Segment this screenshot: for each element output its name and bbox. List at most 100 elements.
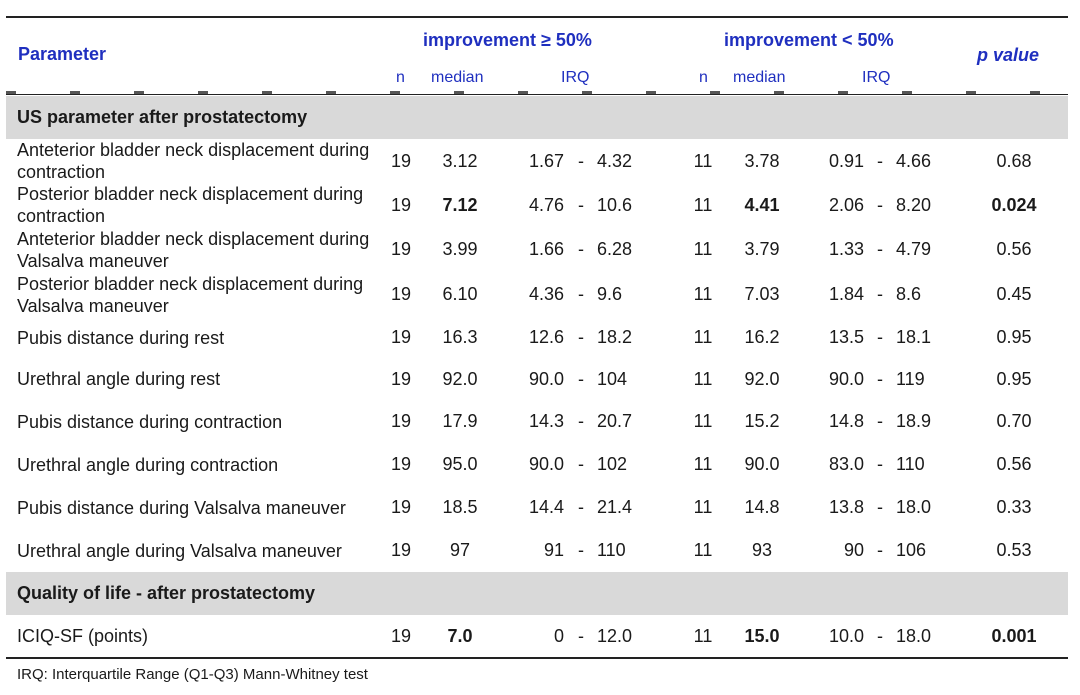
table-row: Posterior bladder neck displacement duri…: [6, 272, 1068, 317]
table-row: Posterior bladder neck displacement duri…: [6, 183, 1068, 227]
header-parameter: Parameter: [18, 44, 107, 64]
param-label: ICIQ-SF (points): [17, 626, 149, 646]
n-high: 19: [390, 625, 412, 646]
table-row: Urethral angle during rest 19 92.0 90.0-104…: [6, 358, 1068, 400]
n-high: 19: [390, 454, 412, 474]
section-header-qol: Quality of life - after prostatectomy: [6, 572, 1068, 615]
irq-separator-low: -: [877, 150, 883, 171]
irq-high-low: 4.66: [896, 150, 932, 171]
irq-low-high: 4.36: [528, 284, 564, 304]
p-value: 0.68: [996, 150, 1032, 171]
param-label: Pubis distance during rest: [17, 327, 225, 348]
irq-low-low: 90: [843, 540, 864, 560]
median-low: 3.78: [744, 150, 780, 171]
header-group-improvement-high: improvement ≥ 50%: [423, 30, 592, 50]
irq-high-high: 102: [597, 454, 628, 474]
irq-low-low: 2.06: [828, 194, 864, 215]
param-label: Posterior bladder neck displacement duri…: [17, 184, 364, 226]
irq-separator-low: -: [877, 368, 883, 389]
n-low: 11: [693, 284, 713, 304]
median-low: 3.79: [744, 239, 780, 259]
irq-high-high: 4.32: [597, 150, 633, 171]
irq-low-low: 1.84: [828, 284, 864, 304]
irq-separator-low: -: [877, 411, 883, 431]
irq-high-low: 18.1: [896, 327, 932, 347]
p-value: 0.95: [996, 327, 1032, 347]
irq-low-high: 14.3: [528, 411, 564, 431]
p-value: 0.001: [991, 625, 1037, 646]
n-high: 19: [390, 411, 412, 431]
median-low: 14.8: [744, 497, 780, 517]
irq-high-low: 18.0: [896, 625, 932, 646]
irq-high-low: 8.6: [896, 284, 922, 304]
irq-low-high: 1.66: [528, 239, 564, 259]
param-label: Urethral angle during contraction: [17, 454, 279, 475]
irq-separator-high: -: [578, 368, 584, 389]
irq-separator-low: -: [877, 540, 883, 560]
irq-low-high: 14.4: [528, 497, 564, 517]
param-label: Anteterior bladder neck displacement dur…: [17, 140, 370, 182]
irq-high-high: 12.0: [597, 625, 633, 646]
subheader-median-2: median: [733, 69, 786, 86]
irq-low-low: 13.8: [828, 497, 864, 517]
irq-low-low: 10.0: [828, 625, 864, 646]
median-high: 92.0: [442, 368, 478, 389]
irq-separator-low: -: [877, 454, 883, 474]
irq-high-low: 110: [896, 454, 925, 474]
subheader-n-1: n: [396, 69, 405, 86]
param-label: Urethral angle during Valsalva maneuver: [17, 540, 342, 561]
n-low: 11: [693, 194, 713, 215]
p-value: 0.95: [996, 368, 1032, 389]
p-value: 0.53: [996, 540, 1032, 560]
irq-high-high: 18.2: [597, 327, 633, 347]
p-value: 0.56: [996, 454, 1032, 474]
n-low: 11: [693, 411, 713, 431]
irq-high-high: 104: [597, 368, 628, 389]
median-low: 92.0: [744, 368, 780, 389]
irq-separator-high: -: [578, 411, 584, 431]
n-low: 11: [693, 327, 713, 347]
n-low: 11: [693, 497, 713, 517]
n-high: 19: [390, 497, 412, 517]
irq-low-high: 90.0: [528, 368, 564, 389]
irq-low-low: 0.91: [828, 150, 864, 171]
p-value: 0.70: [996, 411, 1032, 431]
irq-low-high: 12.6: [528, 327, 564, 347]
irq-high-low: 8.20: [896, 194, 932, 215]
subheader-irq-1: IRQ: [561, 69, 590, 86]
param-label: Posterior bladder neck displacement duri…: [17, 273, 364, 316]
n-high: 19: [390, 150, 412, 171]
irq-separator-low: -: [877, 239, 883, 259]
irq-low-low: 90.0: [828, 368, 864, 389]
n-low: 11: [693, 540, 713, 560]
param-label: Anteterior bladder neck displacement dur…: [17, 228, 370, 271]
irq-separator-high: -: [578, 625, 584, 646]
median-high: 7.12: [442, 194, 478, 215]
table-row: Pubis distance during rest 19 16.3 12.6-18.…: [6, 317, 1068, 358]
median-high: 3.99: [442, 239, 478, 259]
irq-high-high: 21.4: [597, 497, 633, 517]
param-label: Pubis distance during contraction: [17, 411, 283, 432]
irq-low-low: 14.8: [828, 411, 864, 431]
n-low: 11: [693, 239, 713, 259]
n-low: 11: [693, 150, 713, 171]
irq-low-high: 1.67: [528, 150, 564, 171]
table-top-rule: [6, 16, 1068, 18]
irq-high-low: 18.9: [896, 411, 932, 431]
section-title-qol: Quality of life - after prostatectomy: [17, 583, 316, 603]
irq-separator-high: -: [578, 284, 584, 304]
subheader-n-2: n: [699, 69, 708, 86]
table-bottom-rule: [6, 657, 1068, 659]
irq-high-low: 18.0: [896, 497, 932, 517]
table-row: Anteterior bladder neck displacement dur…: [6, 139, 1068, 183]
median-high: 17.9: [442, 411, 478, 431]
n-high: 19: [390, 239, 412, 259]
n-high: 19: [390, 194, 412, 215]
median-low: 4.41: [744, 194, 780, 215]
irq-high-high: 110: [597, 540, 626, 560]
section-title-us: US parameter after prostatectomy: [17, 107, 308, 127]
header-group-improvement-low: improvement < 50%: [724, 30, 894, 50]
irq-low-low: 13.5: [828, 327, 864, 347]
n-low: 11: [693, 454, 713, 474]
subheader-median-1: median: [431, 69, 484, 86]
